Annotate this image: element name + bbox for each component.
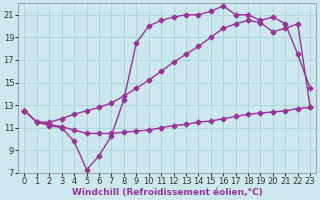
X-axis label: Windchill (Refroidissement éolien,°C): Windchill (Refroidissement éolien,°C) [72,188,263,197]
